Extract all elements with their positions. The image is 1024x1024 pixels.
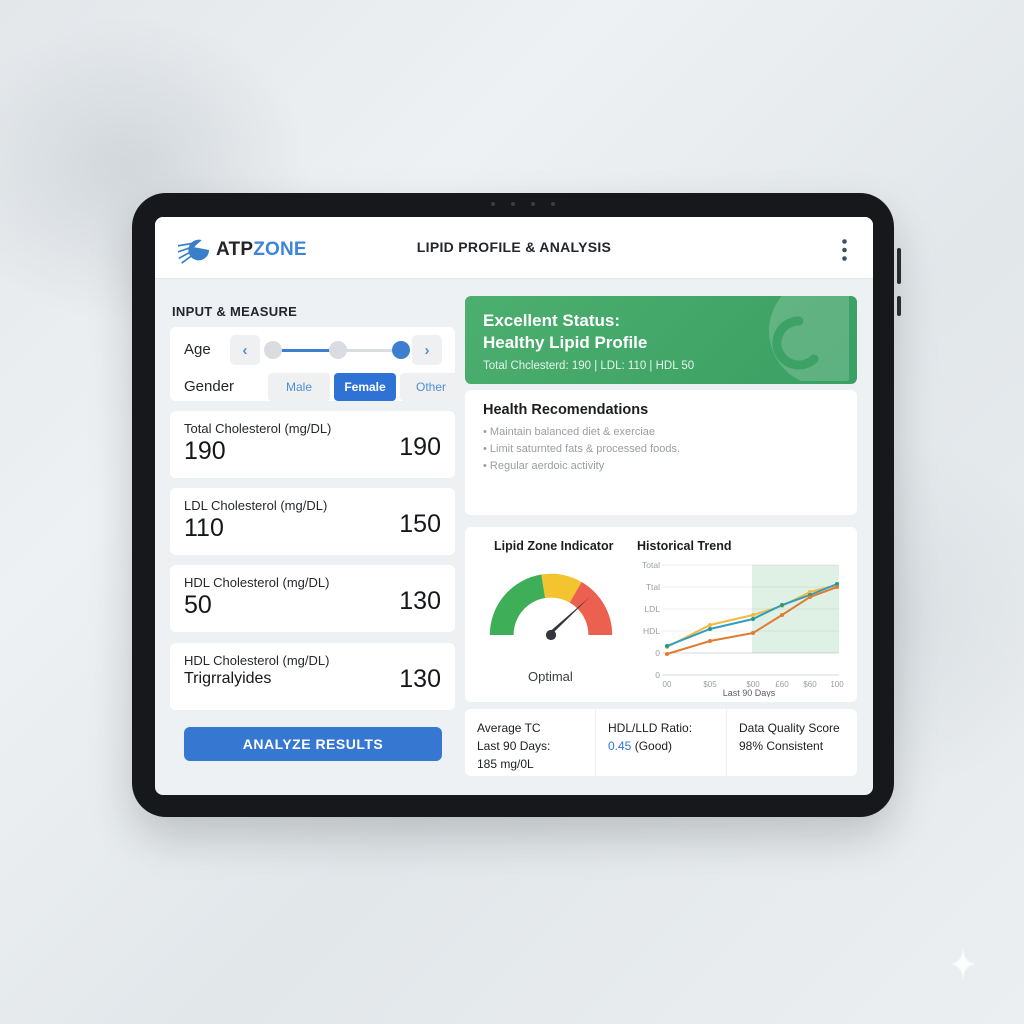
svg-text:HDL: HDL xyxy=(643,626,660,636)
svg-text:0: 0 xyxy=(655,670,660,680)
svg-text:Total: Total xyxy=(642,560,660,570)
svg-text:£60: £60 xyxy=(775,680,789,689)
svg-text:Last 90 Days: Last 90 Days xyxy=(723,688,776,697)
svg-text:$05: $05 xyxy=(703,680,717,689)
svg-text:0: 0 xyxy=(655,648,660,658)
svg-text:Ttal: Ttal xyxy=(646,582,660,592)
svg-text:$60: $60 xyxy=(803,680,817,689)
svg-text:00: 00 xyxy=(663,680,672,689)
svg-text:LDL: LDL xyxy=(644,604,660,614)
svg-text:100: 100 xyxy=(830,680,844,689)
